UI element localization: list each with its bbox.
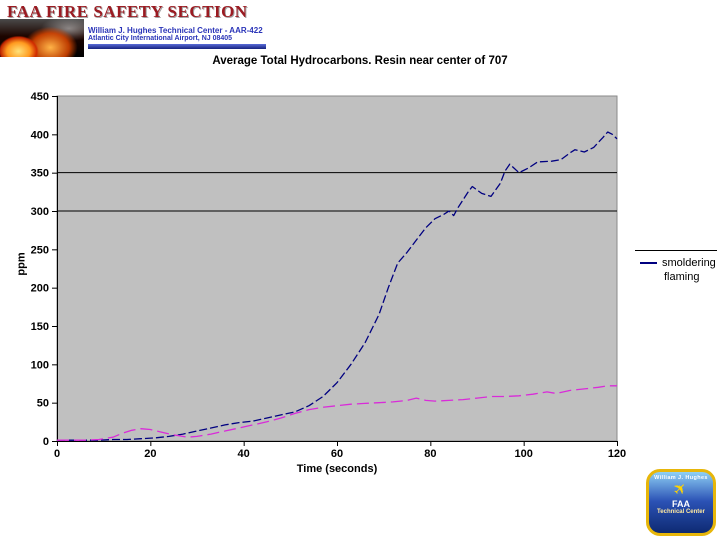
- logo-faa-text: FAA: [672, 499, 690, 509]
- header-subtitle-line-1: William J. Hughes Technical Center - AAR…: [88, 26, 263, 35]
- x-tick-label: 100: [514, 448, 532, 460]
- chart-title: Average Total Hydrocarbons. Resin near c…: [212, 55, 508, 67]
- page-title: FAA FIRE SAFETY SECTION: [7, 2, 248, 21]
- legend-label-smoldering: smoldering: [662, 257, 716, 269]
- y-tick-label: 50: [37, 398, 49, 410]
- y-tick-label: 350: [31, 168, 49, 180]
- legend-item-flaming: flaming: [640, 270, 717, 284]
- faa-technical-center-logo: William J. Hughes ✈ FAA Technical Center: [646, 469, 716, 536]
- y-tick-label: 150: [31, 321, 49, 333]
- legend-item-smoldering: smoldering: [640, 256, 717, 270]
- fire-photo-image: [0, 19, 84, 57]
- y-tick-label: 0: [43, 436, 49, 448]
- x-tick-label: 40: [238, 448, 250, 460]
- x-tick-label: 120: [608, 448, 626, 460]
- legend-swatch-smoldering: [640, 262, 657, 264]
- y-tick-label: 300: [31, 206, 49, 218]
- header-underline-bar: [88, 44, 266, 49]
- logo-center-text: Technical Center: [657, 509, 705, 515]
- series-line-flaming: [57, 385, 617, 441]
- y-tick-label: 400: [31, 129, 49, 141]
- legend-label-flaming: flaming: [664, 271, 700, 283]
- x-tick-label: 20: [144, 448, 156, 460]
- y-tick-label: 200: [31, 283, 49, 295]
- x-tick-label: 0: [54, 448, 60, 460]
- y-tick-label: 100: [31, 359, 49, 371]
- logo-arc-text: William J. Hughes: [654, 475, 708, 481]
- plot-area: [56, 95, 618, 442]
- y-tick-label: 450: [31, 91, 49, 103]
- x-tick-label: 60: [331, 448, 343, 460]
- y-tick-label: 250: [31, 244, 49, 256]
- airplane-icon: ✈: [670, 478, 692, 501]
- series-line-smoldering: [57, 131, 618, 441]
- x-axis-title: Time (seconds): [296, 463, 378, 475]
- chart-legend: smoldering flaming: [635, 250, 717, 284]
- x-tick-label: 80: [424, 448, 436, 460]
- header-subtitle-line-2: Atlantic City International Airport, NJ …: [88, 35, 233, 42]
